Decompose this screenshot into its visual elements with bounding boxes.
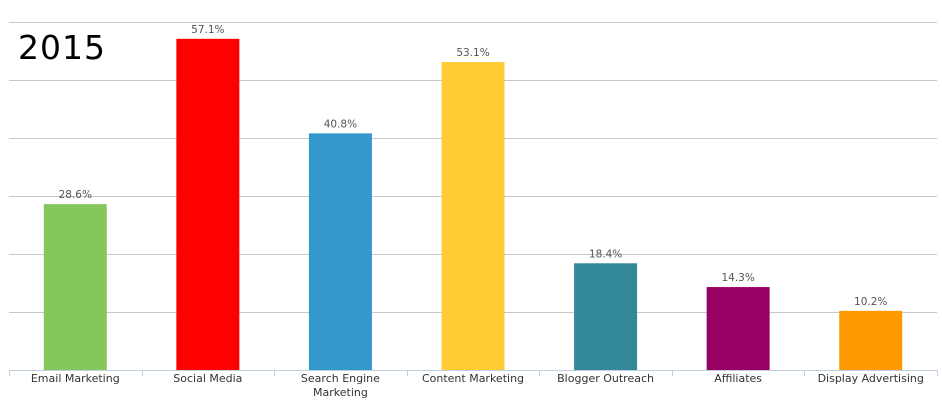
bar: [706, 287, 770, 370]
x-tick-label: Search Engine: [301, 372, 380, 385]
data-label: 40.8%: [324, 118, 357, 130]
x-tick-label: Display Advertising: [818, 372, 924, 385]
x-tick-label: Email Marketing: [31, 372, 120, 385]
bar: [176, 38, 240, 370]
data-label: 10.2%: [854, 296, 887, 308]
bar: [308, 133, 372, 370]
data-label: 28.6%: [59, 189, 92, 201]
bar: [839, 310, 903, 370]
x-tick-label: Social Media: [173, 372, 242, 385]
bar: [441, 62, 505, 371]
x-tick-label: Affiliates: [714, 372, 762, 385]
bar: [43, 204, 107, 370]
value-labels: 28.6% 57.1% 40.8% 53.1% 18.4% 14.3% 10.2%: [59, 24, 888, 308]
x-tick-label: Content Marketing: [422, 372, 524, 385]
data-label: 18.4%: [589, 248, 622, 260]
bar: [574, 263, 638, 370]
category-labels: Email Marketing Social Media Search Engine…: [31, 372, 924, 399]
x-tick-label: Blogger Outreach: [557, 372, 654, 385]
x-tick-label: Marketing: [313, 386, 368, 399]
data-label: 14.3%: [721, 272, 754, 284]
x-axis: [9, 370, 938, 376]
chart-title: 2015: [18, 28, 106, 67]
data-label: 53.1%: [456, 47, 489, 59]
data-label: 57.1%: [191, 24, 224, 36]
bars: [43, 38, 903, 371]
